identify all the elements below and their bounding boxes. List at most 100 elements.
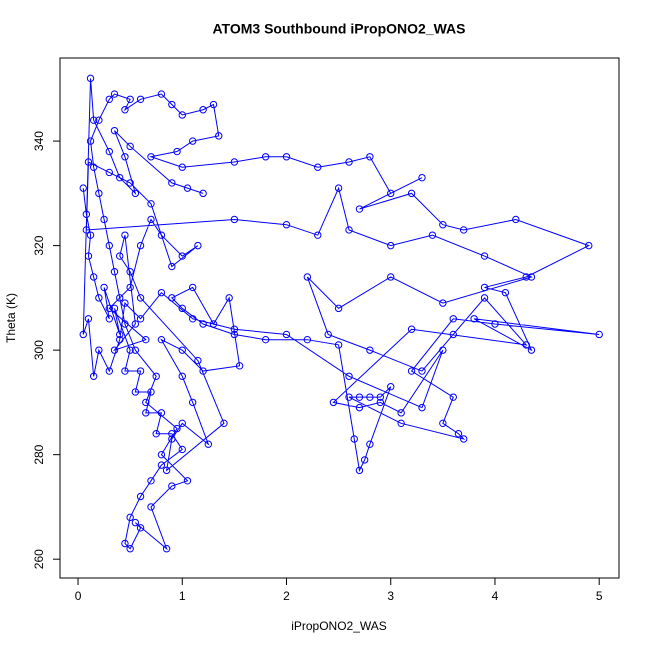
data-point bbox=[480, 283, 489, 292]
data-point bbox=[329, 398, 338, 407]
data-point bbox=[178, 346, 186, 354]
data-point bbox=[86, 137, 95, 145]
x-tick-label: 4 bbox=[492, 589, 499, 603]
chart-title: ATOM3 Southbound iPropONO2_WAS bbox=[212, 21, 465, 37]
data-point bbox=[100, 283, 108, 292]
data-point bbox=[95, 189, 103, 198]
x-axis-label: iPropONO2_WAS bbox=[291, 619, 387, 633]
data-point bbox=[84, 158, 93, 166]
data-point bbox=[261, 335, 270, 344]
data-point bbox=[89, 116, 98, 124]
data-point bbox=[188, 398, 197, 407]
data-point bbox=[82, 210, 91, 218]
data-point bbox=[199, 320, 207, 328]
data-point bbox=[439, 221, 447, 229]
data-point bbox=[110, 346, 119, 354]
data-point bbox=[178, 419, 186, 428]
data-point bbox=[439, 299, 447, 307]
data-point bbox=[168, 430, 176, 438]
data-point bbox=[407, 325, 416, 333]
data-point bbox=[314, 231, 322, 239]
data-point bbox=[157, 409, 166, 417]
x-tick-label: 2 bbox=[283, 589, 290, 603]
data-point bbox=[131, 518, 140, 527]
data-point bbox=[178, 445, 186, 454]
data-point bbox=[116, 294, 124, 302]
data-point bbox=[199, 106, 207, 114]
data-point bbox=[350, 435, 358, 443]
data-point bbox=[470, 315, 478, 323]
data-point bbox=[282, 153, 291, 161]
data-point bbox=[235, 362, 244, 370]
data-point bbox=[178, 372, 186, 380]
data-point bbox=[110, 304, 119, 313]
data-point bbox=[126, 513, 134, 522]
data-point bbox=[527, 346, 536, 354]
data-point bbox=[194, 356, 202, 365]
data-point bbox=[168, 262, 176, 271]
data-point bbox=[136, 367, 145, 375]
data-point bbox=[345, 393, 353, 401]
data-point bbox=[173, 424, 181, 433]
data-point bbox=[95, 116, 103, 124]
data-point bbox=[355, 403, 364, 412]
data-point bbox=[282, 221, 291, 229]
data-point bbox=[116, 330, 124, 339]
data-point bbox=[522, 273, 530, 281]
data-point bbox=[168, 482, 176, 490]
data-point bbox=[178, 304, 186, 313]
data-point bbox=[178, 163, 186, 171]
data-point bbox=[376, 398, 385, 407]
data-point bbox=[110, 268, 119, 276]
data-point bbox=[173, 147, 181, 156]
data-point bbox=[89, 163, 98, 171]
data-point bbox=[121, 153, 129, 161]
data-point bbox=[282, 330, 291, 339]
data-point bbox=[157, 90, 166, 98]
data-point bbox=[334, 184, 343, 192]
data-point bbox=[314, 163, 322, 171]
y-tick-label: 320 bbox=[32, 235, 46, 255]
data-point bbox=[168, 179, 176, 187]
data-point bbox=[100, 215, 108, 224]
data-point bbox=[136, 95, 145, 103]
data-point bbox=[89, 372, 98, 380]
data-point bbox=[142, 409, 150, 417]
data-point bbox=[585, 241, 593, 250]
data-point bbox=[360, 456, 369, 464]
data-point bbox=[387, 241, 395, 250]
data-point bbox=[131, 388, 140, 396]
data-point bbox=[105, 367, 114, 375]
data-point bbox=[480, 294, 489, 302]
data-point bbox=[418, 367, 426, 375]
data-point bbox=[131, 189, 140, 198]
x-tick-label: 3 bbox=[387, 589, 394, 603]
data-point bbox=[105, 168, 114, 177]
data-point bbox=[147, 477, 155, 485]
data-point bbox=[162, 545, 171, 553]
data-point bbox=[86, 74, 95, 83]
data-point bbox=[407, 367, 416, 375]
x-tick-label: 0 bbox=[75, 589, 82, 603]
data-point bbox=[209, 100, 218, 109]
data-point bbox=[376, 393, 385, 401]
y-tick-label: 280 bbox=[32, 444, 46, 464]
data-point bbox=[188, 137, 197, 145]
data-point bbox=[105, 304, 114, 313]
data-point bbox=[418, 403, 426, 412]
data-line bbox=[82, 78, 600, 551]
data-point bbox=[79, 184, 87, 192]
y-tick-label: 260 bbox=[32, 549, 46, 569]
data-point bbox=[397, 409, 405, 417]
data-point bbox=[459, 435, 468, 443]
data-point bbox=[345, 158, 353, 166]
data-point bbox=[209, 320, 218, 328]
data-point bbox=[449, 315, 457, 323]
data-point bbox=[324, 330, 332, 339]
data-point bbox=[407, 189, 416, 198]
data-point bbox=[105, 315, 114, 323]
data-point bbox=[168, 294, 176, 302]
data-point bbox=[116, 252, 124, 260]
data-point bbox=[199, 367, 207, 375]
data-point bbox=[126, 545, 134, 553]
